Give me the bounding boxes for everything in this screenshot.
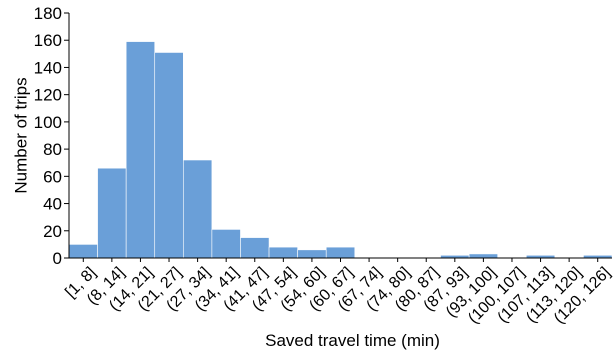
- y-tick-label: 100: [34, 113, 62, 132]
- bar: [154, 52, 184, 259]
- y-tick-label: 0: [53, 249, 62, 268]
- x-axis-title: Saved travel time (min): [265, 331, 440, 350]
- y-axis-title: Number of trips: [11, 77, 30, 193]
- bar: [468, 253, 498, 259]
- bar: [297, 249, 327, 259]
- bar: [68, 244, 98, 259]
- y-tick-label: 80: [43, 140, 62, 159]
- bar: [125, 41, 156, 259]
- y-tick-label: 120: [34, 86, 62, 105]
- y-tick-label: 180: [34, 4, 62, 23]
- y-tick-label: 160: [34, 31, 62, 50]
- y-tick-label: 140: [34, 58, 62, 77]
- bar: [268, 246, 298, 259]
- y-tick-label: 20: [43, 222, 62, 241]
- y-tick-label: 60: [43, 167, 62, 186]
- x-axis-ticks: [1, 8](8, 14](14, 21](21, 27](27, 34](34…: [62, 258, 614, 327]
- bars-group: [68, 41, 613, 259]
- bar: [211, 229, 241, 259]
- bar: [183, 159, 213, 259]
- y-axis-ticks: 0 20 40 60 80 100 120 140 160 180: [34, 4, 69, 268]
- bar: [325, 246, 356, 259]
- bar: [97, 167, 127, 259]
- y-tick-label: 40: [43, 195, 62, 214]
- bar: [240, 237, 270, 259]
